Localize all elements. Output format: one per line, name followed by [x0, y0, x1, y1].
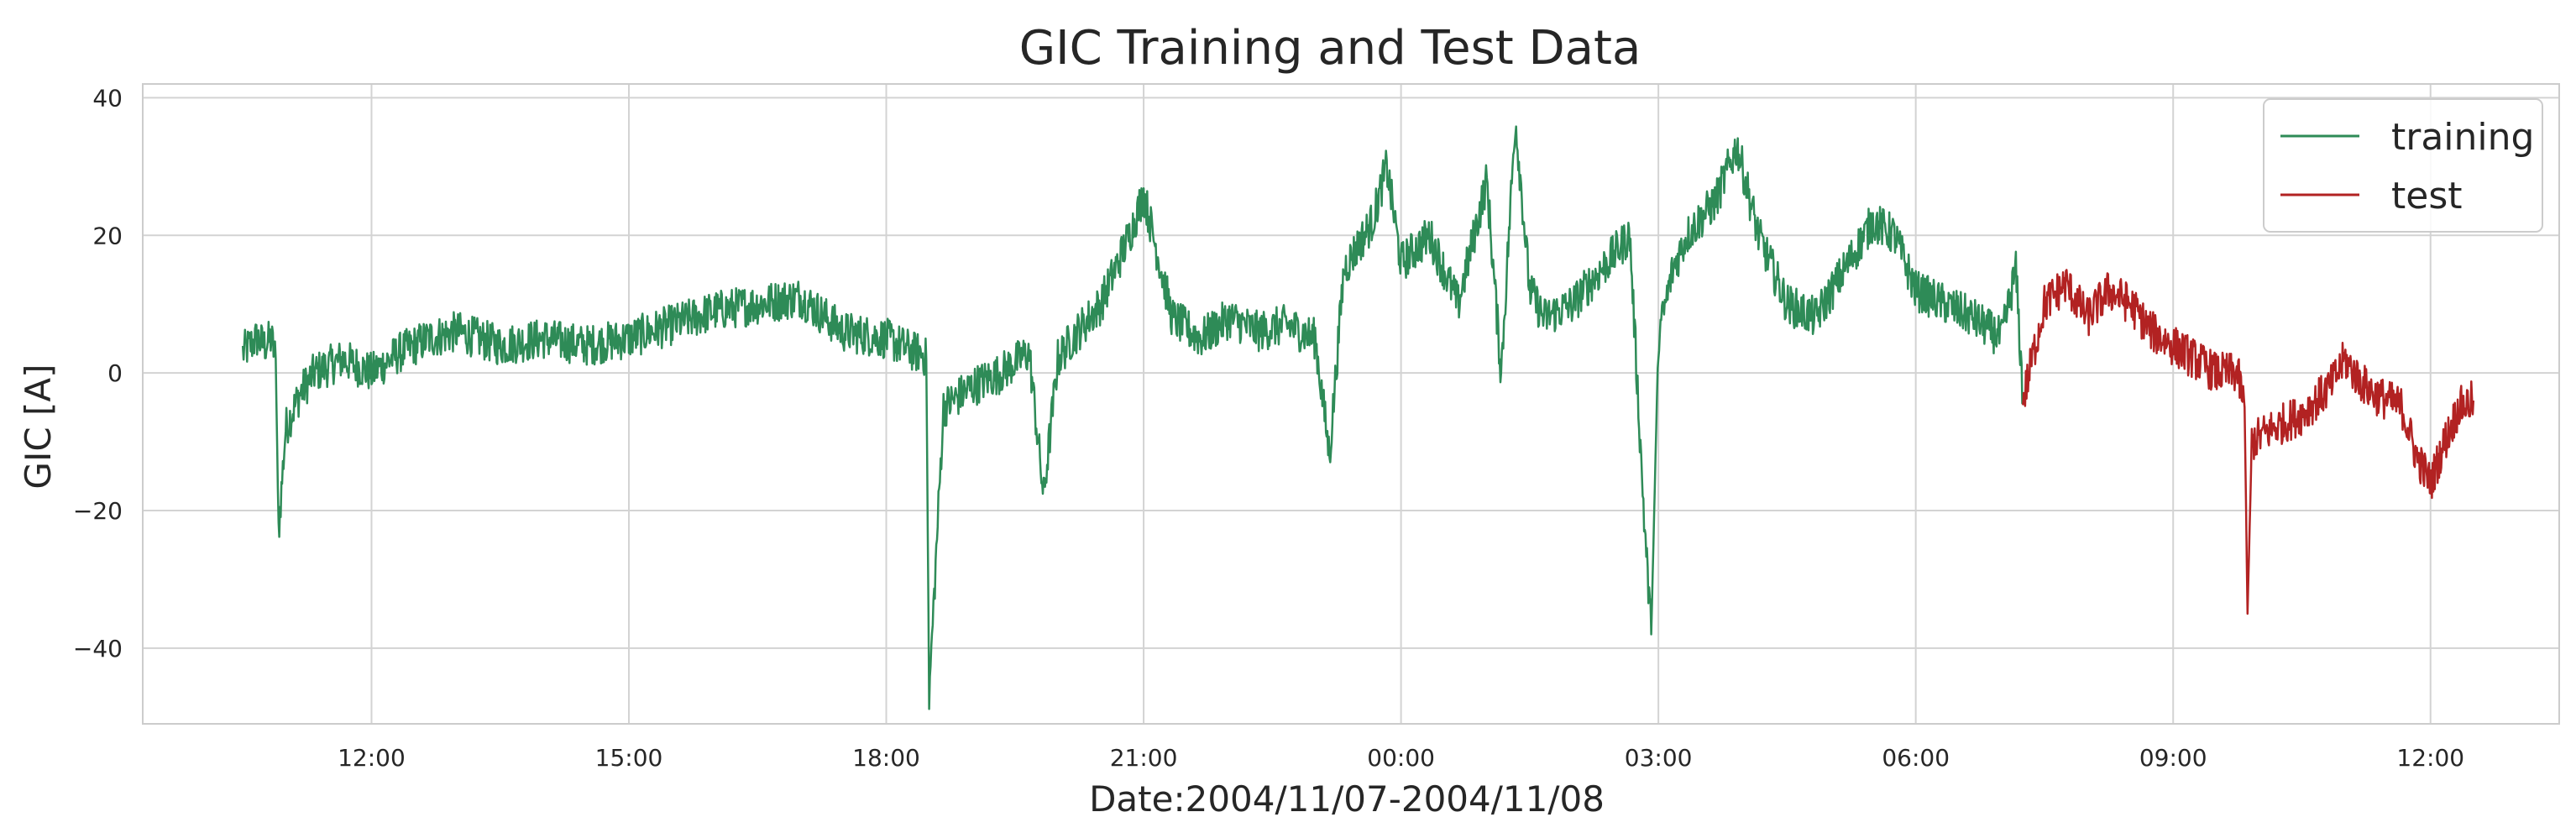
- y-tick-label: −20: [73, 497, 123, 525]
- legend-label-training: training: [2391, 116, 2534, 159]
- series-line-training: [241, 125, 2024, 710]
- x-tick-label: 09:00: [2139, 744, 2207, 772]
- y-axis-label: GIC [A]: [18, 364, 59, 489]
- x-tick-label: 03:00: [1625, 744, 1693, 772]
- grid: [143, 84, 2559, 724]
- x-tick-label: 18:00: [852, 744, 920, 772]
- x-tick-label: 15:00: [595, 744, 663, 772]
- y-tick-label: 40: [92, 84, 123, 112]
- y-axis-ticks: 40 20 0 −20 −40: [73, 84, 123, 662]
- x-tick-label: 06:00: [1882, 744, 1950, 772]
- series-lines: [241, 125, 2475, 710]
- chart-title: GIC Training and Test Data: [1019, 21, 1641, 76]
- x-tick-label: 12:00: [2396, 744, 2464, 772]
- plot-area-border: [142, 83, 2560, 725]
- x-tick-label: 12:00: [338, 744, 406, 772]
- x-tick-label: 00:00: [1367, 744, 1435, 772]
- y-tick-label: −40: [73, 635, 123, 663]
- legend-box: [2263, 98, 2543, 233]
- series-line-test: [2022, 269, 2475, 616]
- x-axis-label: Date:2004/11/07-2004/11/08: [1089, 778, 1605, 820]
- x-tick-label: 21:00: [1110, 744, 1178, 772]
- plot-frame: [142, 83, 2560, 725]
- legend-label-test: test: [2391, 175, 2463, 217]
- y-tick-label: 20: [92, 222, 123, 249]
- legend: training test: [2263, 98, 2543, 233]
- y-tick-label: 0: [107, 359, 123, 387]
- x-axis-ticks: 12:00 15:00 18:00 21:00 00:00 03:00 06:00 09:00…: [338, 744, 2464, 772]
